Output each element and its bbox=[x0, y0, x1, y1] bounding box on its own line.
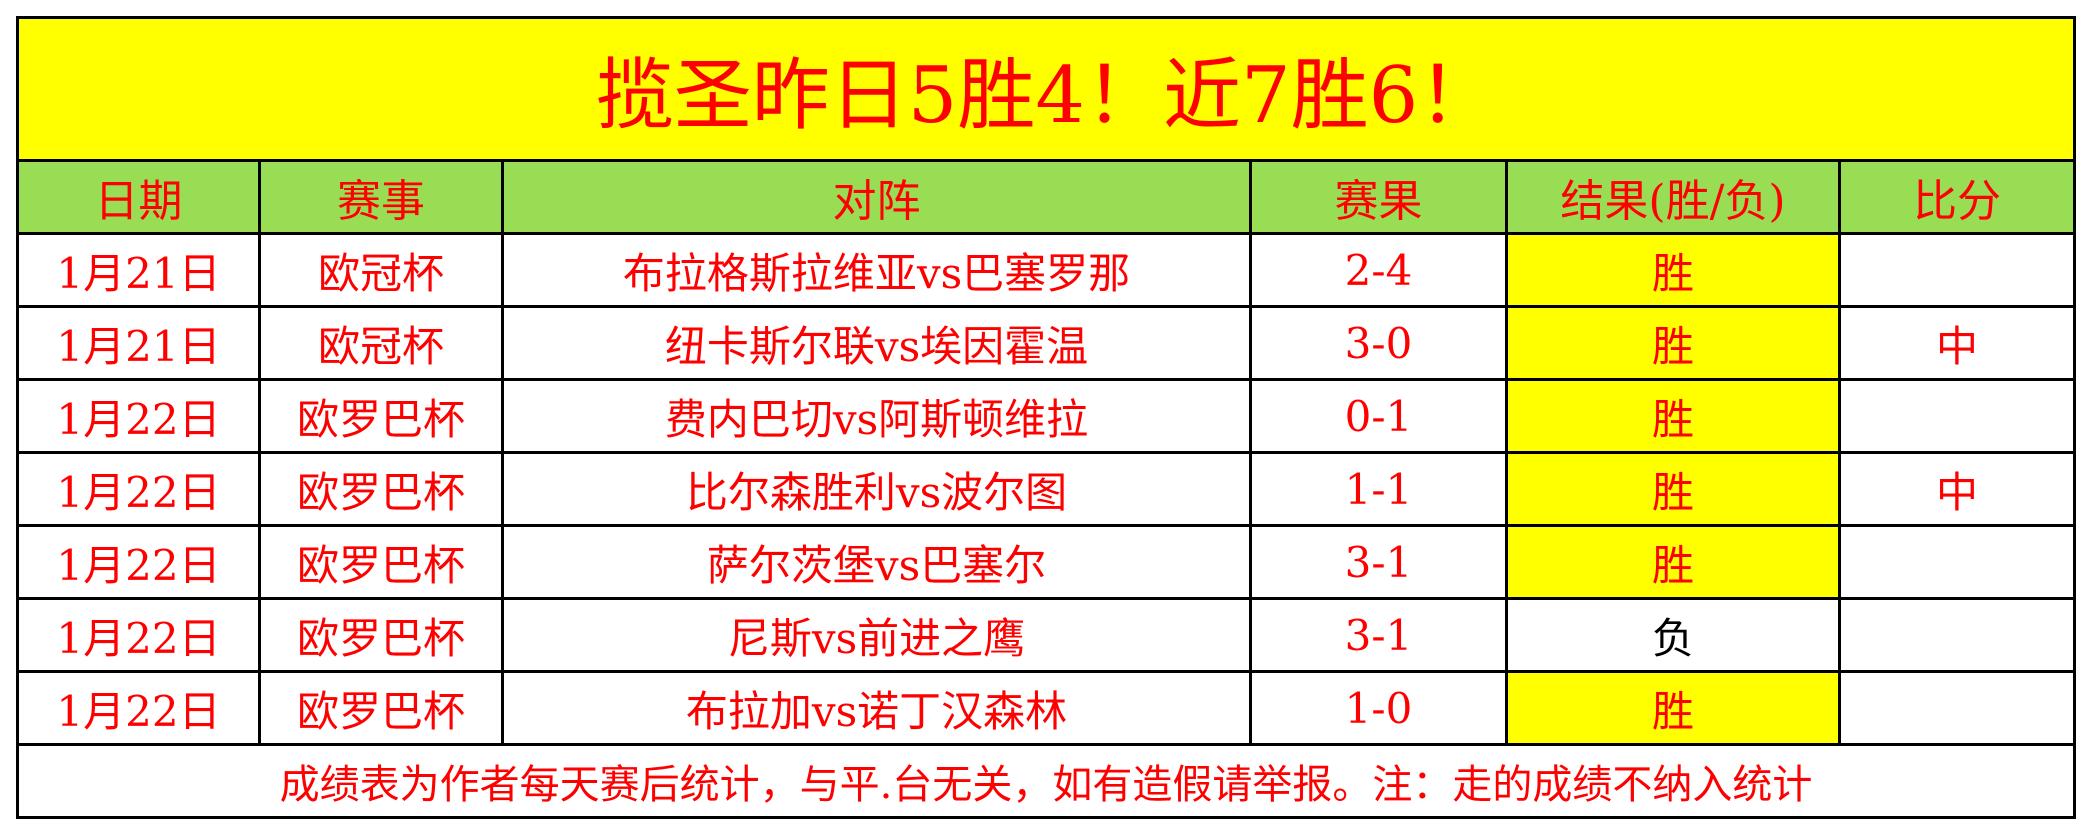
results-table: 揽圣昨日5胜4！近7胜6！ 日期 赛事 对阵 赛果 结果(胜/负) 比分 1月2… bbox=[15, 16, 2077, 819]
cell-result: 胜 bbox=[1505, 670, 1841, 746]
cell-score: 3-1 bbox=[1249, 597, 1508, 673]
cell-result: 胜 bbox=[1505, 378, 1841, 454]
header-date: 日期 bbox=[16, 159, 261, 235]
cell-hit bbox=[1837, 670, 2077, 746]
table-row: 1月22日 欧罗巴杯 尼斯vs前进之鹰 3-1 负 bbox=[16, 597, 2077, 673]
cell-date: 1月22日 bbox=[16, 670, 261, 746]
table-row: 1月22日 欧罗巴杯 萨尔茨堡vs巴塞尔 3-1 胜 bbox=[16, 524, 2077, 600]
cell-league: 欧冠杯 bbox=[258, 305, 504, 381]
header-league: 赛事 bbox=[258, 159, 504, 235]
header-row: 日期 赛事 对阵 赛果 结果(胜/负) 比分 bbox=[16, 159, 2077, 235]
cell-league: 欧罗巴杯 bbox=[258, 378, 504, 454]
cell-match: 萨尔茨堡vs巴塞尔 bbox=[501, 524, 1252, 600]
cell-score: 3-1 bbox=[1249, 524, 1508, 600]
cell-result: 胜 bbox=[1505, 524, 1841, 600]
cell-league: 欧罗巴杯 bbox=[258, 670, 504, 746]
cell-hit bbox=[1837, 524, 2077, 600]
cell-match: 比尔森胜利vs波尔图 bbox=[501, 451, 1252, 527]
cell-hit bbox=[1837, 232, 2077, 308]
cell-score: 1-0 bbox=[1249, 670, 1508, 746]
cell-league: 欧罗巴杯 bbox=[258, 524, 504, 600]
header-match: 对阵 bbox=[501, 159, 1252, 235]
cell-score: 3-0 bbox=[1249, 305, 1508, 381]
cell-match: 尼斯vs前进之鹰 bbox=[501, 597, 1252, 673]
table-row: 1月21日 欧冠杯 布拉格斯拉维亚vs巴塞罗那 2-4 胜 bbox=[16, 232, 2077, 308]
cell-match: 纽卡斯尔联vs埃因霍温 bbox=[501, 305, 1252, 381]
header-result: 结果(胜/负) bbox=[1505, 159, 1841, 235]
cell-hit: 中 bbox=[1837, 305, 2077, 381]
cell-date: 1月21日 bbox=[16, 305, 261, 381]
table-row: 1月21日 欧冠杯 纽卡斯尔联vs埃因霍温 3-0 胜中 bbox=[16, 305, 2077, 381]
cell-result: 负 bbox=[1505, 597, 1841, 673]
cell-league: 欧冠杯 bbox=[258, 232, 504, 308]
cell-match: 布拉加vs诺丁汉森林 bbox=[501, 670, 1252, 746]
cell-score: 2-4 bbox=[1249, 232, 1508, 308]
cell-score: 0-1 bbox=[1249, 378, 1508, 454]
cell-match: 费内巴切vs阿斯顿维拉 bbox=[501, 378, 1252, 454]
cell-hit: 中 bbox=[1837, 451, 2077, 527]
cell-hit bbox=[1837, 597, 2077, 673]
cell-result: 胜 bbox=[1505, 451, 1841, 527]
cell-score: 1-1 bbox=[1249, 451, 1508, 527]
header-hit: 比分 bbox=[1837, 159, 2077, 235]
cell-date: 1月22日 bbox=[16, 597, 261, 673]
table-row: 1月22日 欧罗巴杯 布拉加vs诺丁汉森林 1-0 胜 bbox=[16, 670, 2077, 746]
cell-result: 胜 bbox=[1505, 232, 1841, 308]
cell-league: 欧罗巴杯 bbox=[258, 451, 504, 527]
cell-date: 1月22日 bbox=[16, 524, 261, 600]
cell-result: 胜 bbox=[1505, 305, 1841, 381]
cell-match: 布拉格斯拉维亚vs巴塞罗那 bbox=[501, 232, 1252, 308]
page-title: 揽圣昨日5胜4！近7胜6！ bbox=[15, 16, 2077, 162]
cell-date: 1月21日 bbox=[16, 232, 261, 308]
footer-note: 成绩表为作者每天赛后统计，与平.台无关，如有造假请举报。注：走的成绩不纳入统计 bbox=[15, 743, 2077, 819]
cell-league: 欧罗巴杯 bbox=[258, 597, 504, 673]
header-score: 赛果 bbox=[1249, 159, 1508, 235]
table-row: 1月22日 欧罗巴杯 费内巴切vs阿斯顿维拉 0-1 胜 bbox=[16, 378, 2077, 454]
cell-date: 1月22日 bbox=[16, 378, 261, 454]
cell-hit bbox=[1837, 378, 2077, 454]
cell-date: 1月22日 bbox=[16, 451, 261, 527]
table-row: 1月22日 欧罗巴杯 比尔森胜利vs波尔图 1-1 胜中 bbox=[16, 451, 2077, 527]
